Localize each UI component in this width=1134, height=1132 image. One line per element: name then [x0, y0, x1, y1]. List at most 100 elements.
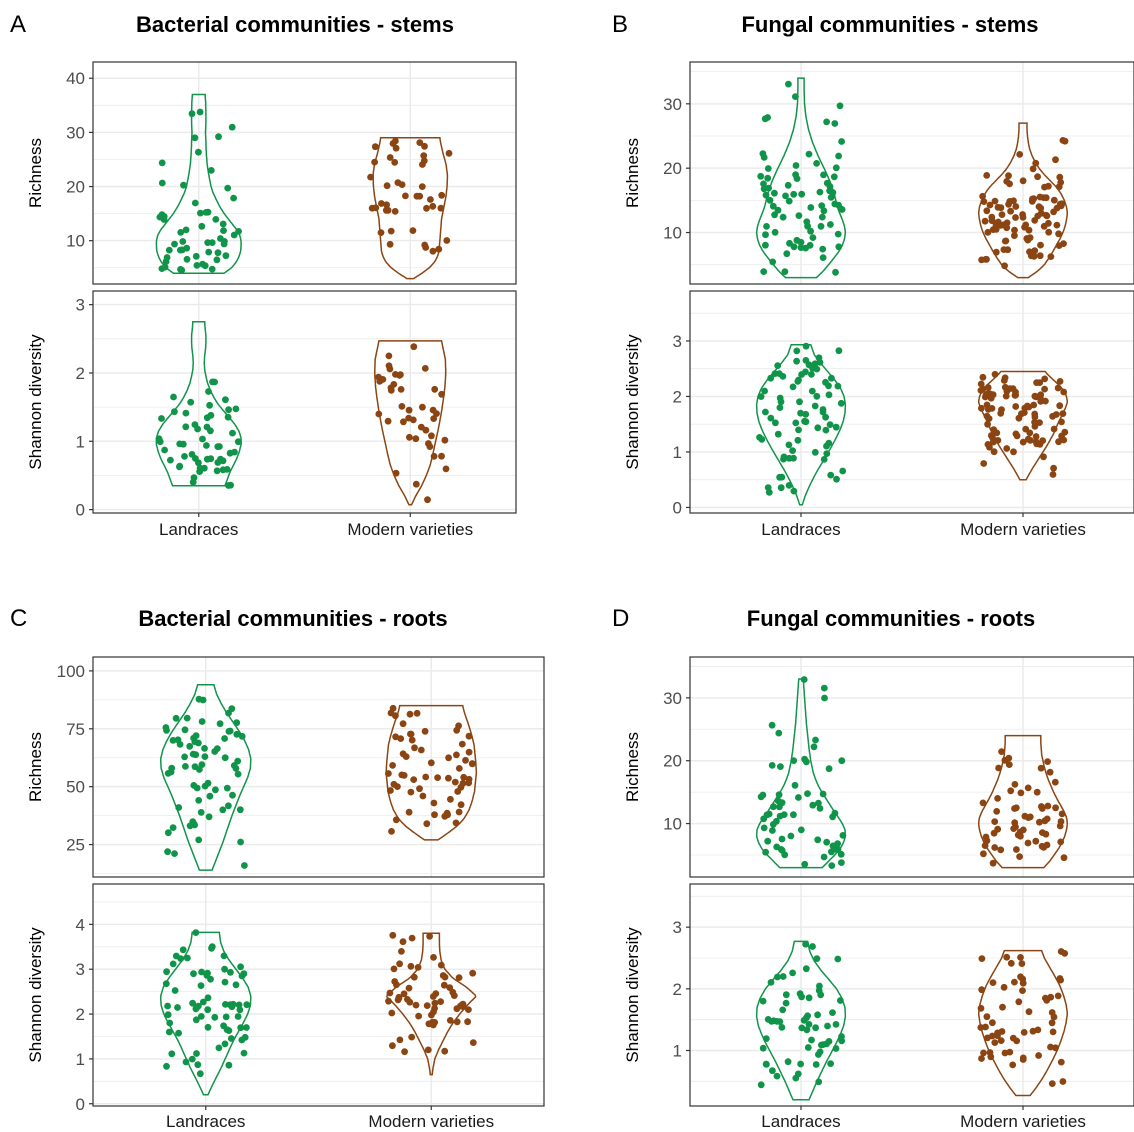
y-tick-label: 30 — [663, 95, 682, 114]
y-tick-label: 3 — [76, 960, 85, 979]
data-point — [227, 969, 234, 976]
data-point — [833, 1045, 840, 1052]
data-point — [796, 212, 803, 219]
data-point — [410, 776, 417, 783]
data-point — [228, 705, 235, 712]
data-point — [1032, 160, 1039, 167]
data-point — [980, 850, 987, 857]
data-point — [1019, 987, 1026, 994]
data-point — [1045, 220, 1052, 227]
data-point — [430, 954, 437, 961]
data-point — [192, 763, 199, 770]
data-point — [380, 376, 387, 383]
data-point — [394, 783, 401, 790]
data-point — [1052, 779, 1059, 786]
data-point — [164, 254, 171, 261]
x-category-label: Modern varieties — [347, 520, 473, 539]
data-point — [190, 479, 197, 486]
data-point — [790, 757, 797, 764]
data-point — [977, 1024, 984, 1031]
data-point — [1049, 1080, 1056, 1087]
data-point — [771, 190, 778, 197]
data-point — [197, 465, 204, 472]
data-point — [776, 1018, 783, 1025]
data-point — [819, 214, 826, 221]
data-point — [1011, 979, 1018, 986]
x-category-label: Modern varieties — [368, 1112, 494, 1131]
data-point — [198, 969, 205, 976]
y-tick-label: 100 — [57, 662, 85, 681]
data-point — [827, 1060, 834, 1067]
data-point — [184, 715, 191, 722]
data-point — [209, 239, 216, 246]
data-point — [986, 415, 993, 422]
data-point — [182, 726, 189, 733]
data-point — [226, 728, 233, 735]
data-point — [838, 757, 845, 764]
data-point — [769, 827, 776, 834]
data-point — [820, 172, 827, 179]
data-point — [1026, 227, 1033, 234]
data-point — [798, 371, 805, 378]
data-point — [813, 366, 820, 373]
data-point — [387, 366, 394, 373]
data-point — [990, 979, 997, 986]
data-point — [1061, 854, 1068, 861]
data-point — [984, 837, 991, 844]
data-point — [195, 740, 202, 747]
data-point — [1056, 402, 1063, 409]
data-point — [989, 217, 996, 224]
data-point — [813, 393, 820, 400]
data-point — [430, 248, 437, 255]
data-point — [816, 983, 823, 990]
data-point — [830, 189, 837, 196]
data-point — [1043, 194, 1050, 201]
data-point — [1037, 391, 1044, 398]
data-point — [984, 1035, 991, 1042]
data-point — [1017, 829, 1024, 836]
data-point — [389, 1042, 396, 1049]
data-point — [993, 808, 1000, 815]
data-point — [426, 933, 433, 940]
data-point — [782, 268, 789, 275]
data-point — [406, 999, 413, 1006]
data-point — [456, 765, 463, 772]
data-point — [838, 138, 845, 145]
data-point — [801, 418, 808, 425]
data-point — [984, 391, 991, 398]
data-point — [835, 153, 842, 160]
data-point — [415, 964, 422, 971]
data-point — [391, 966, 398, 973]
panel-letter: A — [10, 11, 26, 38]
data-point — [812, 403, 819, 410]
data-point — [781, 811, 788, 818]
data-point — [1037, 194, 1044, 201]
data-point — [452, 779, 459, 786]
data-point — [795, 794, 802, 801]
data-point — [206, 402, 213, 409]
data-point — [393, 470, 400, 477]
data-point — [388, 228, 395, 235]
y-axis-title: Shannon diversity — [26, 334, 45, 470]
data-point — [1044, 758, 1051, 765]
data-point — [1055, 385, 1062, 392]
data-point — [1057, 179, 1064, 186]
data-point — [831, 173, 838, 180]
data-point — [1060, 410, 1067, 417]
data-point — [831, 120, 838, 127]
data-point — [406, 407, 413, 414]
data-point — [424, 496, 431, 503]
data-point — [833, 476, 840, 483]
data-point — [437, 998, 444, 1005]
data-point — [978, 405, 985, 412]
data-point — [204, 414, 211, 421]
data-point — [1027, 437, 1034, 444]
data-point — [798, 993, 805, 1000]
y-axis-title: Richness — [623, 732, 642, 802]
data-point — [423, 205, 430, 212]
data-point — [812, 737, 819, 744]
data-point — [197, 1070, 204, 1077]
data-point — [760, 998, 767, 1005]
data-point — [409, 737, 416, 744]
x-category-label: Landraces — [159, 520, 238, 539]
